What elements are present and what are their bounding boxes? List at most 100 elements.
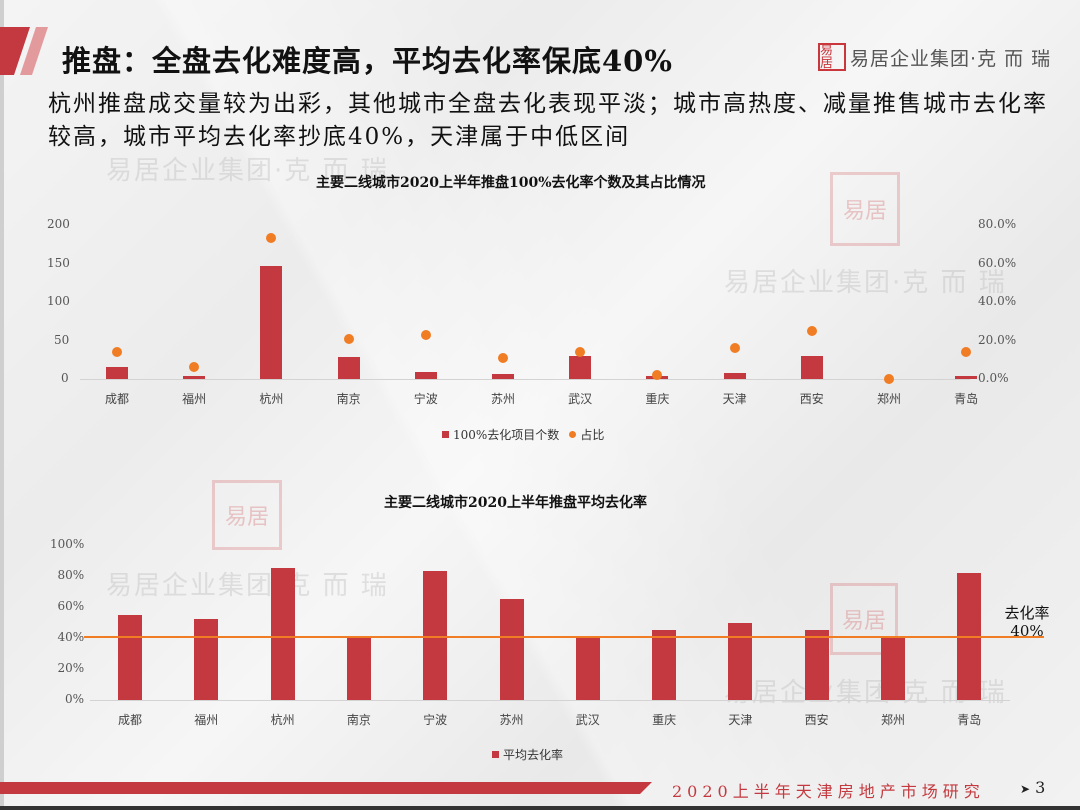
watermark-text: 易居企业集团·克 而 瑞: [724, 268, 1007, 298]
x-tick-label: 苏州: [490, 392, 515, 406]
right-y-tick: 60.0%: [978, 255, 1017, 270]
bar-成都: [106, 367, 128, 379]
legend-bar-swatch-icon: [442, 431, 449, 438]
page-subtitle: 杭州推盘成交量较为出彩，其他城市全盘去化表现平淡；城市高热度、减量推售城市去化率…: [48, 91, 1048, 150]
bar-苏州: [499, 599, 524, 700]
x-tick-label: 天津: [728, 713, 753, 727]
reference-line-40pct: [84, 636, 1044, 638]
bar-天津: [728, 622, 753, 700]
page-number-value: 3: [1035, 778, 1046, 797]
dot-宁波: [420, 329, 431, 340]
bar-郑州: [881, 638, 905, 700]
x-tick-label: 青岛: [957, 713, 982, 727]
title-accent-icon: [0, 27, 48, 75]
x-tick-label: 宁波: [423, 713, 448, 727]
page-number: ➤ 3: [1020, 778, 1045, 797]
left-y-tick: 150: [47, 255, 70, 270]
left-edge: [0, 0, 4, 810]
y-tick: 100%: [50, 537, 85, 551]
x-tick-label: 杭州: [270, 713, 295, 727]
dot-天津: [729, 343, 740, 354]
legend-bar-swatch-icon: [492, 751, 499, 758]
x-tick-label: 福州: [182, 392, 207, 406]
chart-title: 主要二线城市2020上半年推盘平均去化率: [384, 495, 647, 511]
bar-武汉: [569, 355, 592, 379]
right-y-tick: 80.0%: [978, 217, 1017, 231]
y-tick: 80%: [57, 568, 85, 582]
bar-南京: [346, 638, 371, 700]
y-tick: 60%: [57, 599, 85, 613]
x-tick-label: 武汉: [575, 713, 600, 727]
y-tick: 40%: [57, 630, 85, 644]
dot-郑州: [884, 374, 894, 384]
watermark-seal-icon: 易居: [212, 480, 282, 550]
bar-宁波: [414, 372, 437, 379]
left-y-tick: 0: [61, 371, 69, 385]
left-y-tick: 50: [54, 332, 70, 347]
bar-武汉: [575, 638, 600, 700]
bar-苏州: [492, 374, 514, 379]
bar-西安: [804, 630, 829, 700]
x-axis-line: [90, 700, 1010, 701]
chart-title: 主要二线城市2020上半年推盘100%去化率个数及其占比情况: [316, 175, 706, 191]
chart-legend: 平均去化率: [492, 746, 563, 763]
x-tick-label: 杭州: [259, 392, 284, 406]
left-y-tick: 100: [47, 294, 70, 308]
dot-重庆: [652, 370, 663, 381]
dot-武汉: [575, 347, 586, 358]
dot-成都: [112, 347, 122, 358]
legend-label: 100%去化项目个数: [453, 428, 560, 442]
bar-宁波: [423, 571, 448, 700]
x-tick-label: 成都: [117, 713, 142, 727]
bar-杭州: [260, 265, 283, 379]
bar-重庆: [652, 630, 677, 700]
legend-label: 占比: [580, 428, 605, 442]
x-tick-label: 福州: [194, 713, 219, 727]
reference-line-label: 去化率 40%: [996, 604, 1058, 640]
bar-福州: [194, 619, 219, 700]
dot-福州: [189, 362, 200, 373]
right-y-tick: 40.0%: [978, 294, 1017, 308]
page-title: 推盘：全盘去化难度高，平均去化率保底40%: [62, 44, 673, 78]
footer-report-title: 2020上半年天津房地产市场研究: [672, 782, 985, 801]
bar-西安: [800, 355, 823, 379]
x-tick-label: 宁波: [413, 392, 438, 406]
watermark-text: 易居企业集团·克 而 瑞: [106, 571, 389, 601]
dot-南京: [343, 333, 354, 344]
bar-成都: [118, 614, 142, 700]
x-axis-line: [80, 379, 970, 380]
x-tick-label: 青岛: [954, 392, 979, 406]
x-tick-label: 南京: [336, 392, 361, 406]
reference-label-line1: 去化率: [1004, 604, 1050, 622]
legend-label: 平均去化率: [503, 748, 564, 762]
x-tick-label: 天津: [722, 392, 747, 406]
dot-杭州: [266, 233, 277, 244]
bar-杭州: [270, 568, 295, 700]
y-tick: 0%: [65, 692, 85, 706]
x-tick-label: 南京: [346, 713, 371, 727]
watermark-seal-icon: 易居: [830, 172, 900, 246]
bar-青岛: [955, 375, 978, 379]
y-tick: 20%: [57, 661, 85, 675]
x-tick-label: 重庆: [652, 713, 677, 727]
bar-南京: [337, 357, 360, 379]
left-y-tick: 200: [47, 217, 70, 231]
logo-seal-icon: 易居: [818, 43, 846, 71]
x-tick-label: 郑州: [876, 392, 901, 406]
company-logo: 易居 易居企业集团·克 而 瑞: [818, 43, 1051, 71]
logo-text: 易居企业集团·克 而 瑞: [850, 47, 1052, 70]
page-arrow-icon: ➤: [1020, 782, 1031, 796]
bottom-edge: [0, 806, 1080, 810]
x-tick-label: 武汉: [568, 392, 593, 406]
x-tick-label: 西安: [799, 392, 824, 406]
x-tick-label: 郑州: [880, 713, 905, 727]
x-tick-label: 成都: [104, 392, 129, 406]
right-y-tick: 0.0%: [978, 371, 1009, 385]
dot-苏州: [498, 352, 508, 363]
dot-青岛: [961, 347, 972, 358]
x-tick-label: 西安: [804, 713, 829, 727]
chart-legend: 100%去化项目个数 占比: [442, 426, 604, 443]
legend-dot-swatch-icon: [569, 431, 577, 438]
x-tick-label: 重庆: [645, 392, 670, 406]
reference-label-line2: 40%: [1010, 622, 1044, 640]
